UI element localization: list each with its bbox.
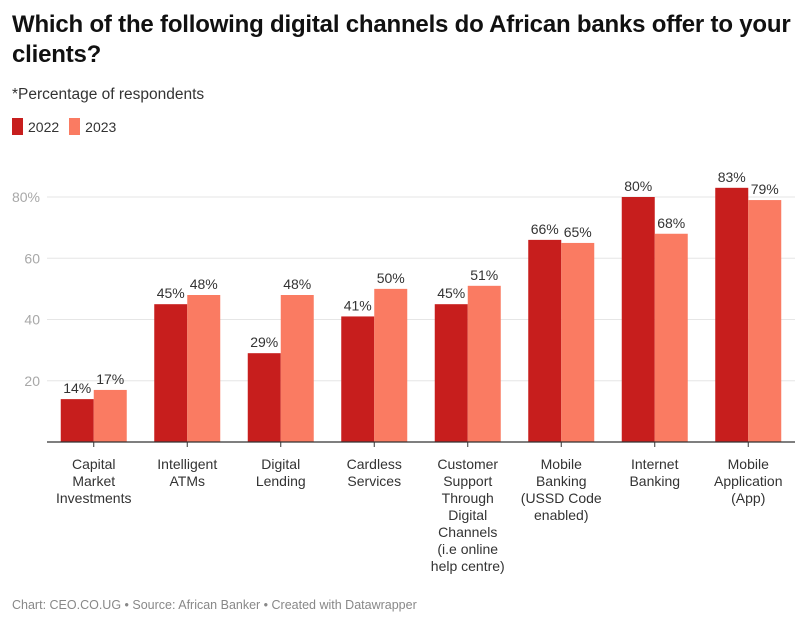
x-tick-label-line: enabled)	[534, 507, 589, 523]
bar-2022-1	[154, 304, 188, 442]
data-label-2022-3: 41%	[344, 297, 372, 313]
bar-2023-0	[93, 389, 127, 442]
x-tick-label-line: (i.e online	[437, 541, 498, 557]
x-tick-label-1: Intelligent ATMs	[157, 456, 217, 489]
x-tick-label-line: Channels	[438, 524, 497, 540]
x-tick-label-4: Customer Support Through Digital Channels (i.…	[431, 456, 505, 574]
bar-2023-2	[280, 295, 314, 442]
bar-2023-6	[654, 233, 688, 442]
x-tick-label-line: Mobile	[541, 456, 582, 472]
x-tick-label-line: Lending	[256, 473, 306, 489]
x-tick-label-line: Customer	[437, 456, 498, 472]
x-tick-label-line: Support	[443, 473, 492, 489]
data-label-2023-6: 68%	[657, 215, 685, 231]
chart-subtitle: *Percentage of respondents	[12, 86, 205, 103]
x-tick-label-line: Digital	[261, 456, 300, 472]
data-label-2023-7: 79%	[751, 181, 779, 197]
x-tick-label-line: Banking	[629, 473, 680, 489]
legend-item-2022: 2022	[12, 118, 59, 135]
data-label-2023-4: 51%	[470, 267, 498, 283]
legend-swatch-2022	[12, 118, 23, 135]
y-tick-label-80: 80%	[12, 189, 40, 205]
data-label-2023-2: 48%	[283, 276, 311, 292]
chart-footer: Chart: CEO.CO.UG • Source: African Banke…	[12, 598, 417, 612]
y-tick-label-40: 40	[24, 312, 40, 328]
data-label-2022-5: 66%	[531, 221, 559, 237]
legend-swatch-2023	[69, 118, 81, 135]
x-tick-label-line: Banking	[536, 473, 587, 489]
legend-label-2022: 2022	[28, 118, 60, 135]
data-label-2022-7: 83%	[718, 169, 746, 185]
x-tick-label-line: ATMs	[169, 473, 205, 489]
bar-2023-4	[467, 285, 501, 442]
x-tick-label-line: (App)	[731, 490, 765, 506]
x-tick-label-line: Services	[347, 473, 401, 489]
bar-2023-5	[561, 242, 595, 442]
data-label-2022-2: 29%	[250, 334, 278, 350]
x-tick-label-line: Intelligent	[157, 456, 217, 472]
data-label-2023-1: 48%	[190, 276, 218, 292]
data-label-2022-4: 45%	[437, 285, 465, 301]
data-label-2023-0: 17%	[96, 371, 124, 387]
data-label-2022-6: 80%	[624, 178, 652, 194]
x-tick-label-line: Through	[442, 490, 494, 506]
data-label-2022-1: 45%	[157, 285, 185, 301]
data-label-2023-5: 65%	[564, 224, 592, 240]
bar-2022-4	[434, 304, 468, 442]
data-label-2023-3: 50%	[377, 270, 405, 286]
x-tick-label-line: Internet	[631, 456, 679, 472]
x-tick-label-line: Application	[714, 473, 783, 489]
x-tick-label-line: Mobile	[728, 456, 769, 472]
x-tick-label-6: Internet Banking	[629, 456, 680, 489]
bar-2022-6	[621, 197, 655, 442]
x-tick-label-line: Capital	[72, 456, 116, 472]
x-tick-label-3: Cardless Services	[347, 456, 402, 489]
x-tick-label-line: Market	[72, 473, 115, 489]
x-tick-label-0: Capital Market Investments	[56, 456, 131, 506]
x-tick-label-2: Digital Lending	[256, 456, 306, 489]
bar-2022-7	[715, 187, 749, 442]
x-tick-label-line: Digital	[448, 507, 487, 523]
bar-2023-1	[187, 295, 221, 442]
bar-2023-3	[374, 288, 408, 442]
bar-2022-0	[60, 399, 94, 442]
y-tick-label-60: 60	[24, 250, 40, 266]
bar-2022-5	[528, 239, 562, 442]
x-tick-label-line: Cardless	[347, 456, 402, 472]
x-tick-label-line: (USSD Code	[521, 490, 602, 506]
bar-2022-3	[341, 316, 375, 442]
x-tick-label-7: Mobile Application (App)	[714, 456, 783, 506]
x-tick-label-line: help centre)	[431, 558, 505, 574]
legend-label-2023: 2023	[85, 118, 117, 135]
x-tick-label-5: Mobile Banking (USSD Code enabled)	[521, 456, 602, 523]
x-tick-label-line: Investments	[56, 490, 131, 506]
legend-item-2023: 2023	[69, 118, 116, 135]
data-label-2022-0: 14%	[63, 380, 91, 396]
chart-title: Which of the following digital channels …	[12, 11, 791, 68]
y-tick-label-20: 20	[24, 373, 40, 389]
legend: 2022 2023	[12, 118, 126, 135]
bar-2023-7	[748, 200, 782, 442]
bar-2022-2	[247, 353, 281, 442]
